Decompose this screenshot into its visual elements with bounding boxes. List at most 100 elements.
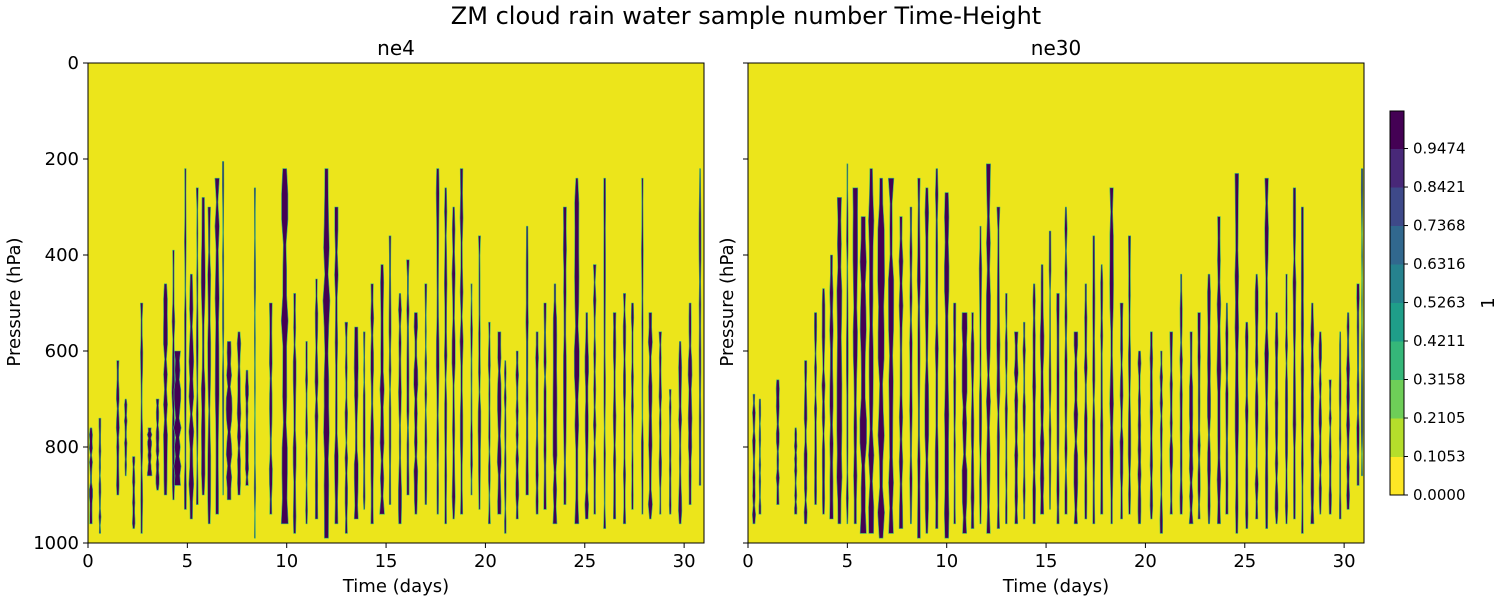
y-axis-label: Pressure (hPa) [4,237,25,366]
convective-event [813,312,818,505]
convective-event [775,379,780,505]
heatmap-events [89,161,702,539]
convective-event [183,168,187,510]
convective-event [859,216,868,534]
convective-event [1346,312,1351,510]
convective-event [1022,321,1026,520]
x-tick-label: 10 [275,551,298,572]
convective-event [245,369,249,486]
convective-event [1234,173,1240,534]
convective-event [1360,168,1364,477]
convective-event [829,254,834,520]
convective-event [985,163,991,534]
heatmap-background [748,63,1364,543]
convective-event [552,283,558,525]
convective-event [758,398,762,515]
convective-event [1284,273,1289,525]
colorbar-band [1390,264,1404,303]
colorbar-tick-label: 0.4211 [1413,332,1466,350]
convective-event [173,350,182,486]
convective-event [1254,273,1259,520]
convective-event [470,283,473,496]
convective-event [1197,312,1201,520]
colorbar-tick-label: 0.1053 [1413,447,1466,465]
colorbar-band [1390,225,1404,265]
convective-event [961,312,968,534]
convective-event [163,283,168,496]
convective-event [852,187,859,525]
convective-event [280,168,289,525]
convective-event [793,427,798,515]
convective-event [140,302,144,534]
convective-event [132,456,136,529]
convective-event [1083,283,1088,520]
convective-event [1264,177,1269,529]
convective-event [424,283,428,505]
colorbar: 0.0000 0.1053 0.2105 0.3158 0.4211 0.5263 0.63… [1389,110,1499,504]
convective-event [658,331,663,515]
convective-event [603,177,607,529]
convective-event [503,360,507,534]
convective-event [477,235,482,510]
x-axis-label: Time (days) [342,576,449,597]
convective-event [413,312,419,515]
convective-event [909,206,913,525]
convective-event [362,331,366,510]
colorbar-tick-label: 0.8421 [1413,178,1466,196]
x-tick-label: 10 [935,551,958,572]
convective-event [543,302,547,510]
convective-event [678,341,683,525]
x-tick-label: 25 [1233,551,1256,572]
x-tick-label: 5 [182,551,193,572]
colorbar-label: 1 [1478,297,1499,308]
convective-event [195,187,199,505]
convective-event [236,331,242,496]
convective-event [314,278,319,520]
convective-event [1292,187,1297,520]
panel-title: ne30 [1031,36,1081,60]
x-tick-label: 25 [573,551,596,572]
convective-event [353,326,359,520]
convective-event [388,235,392,505]
x-tick-label: 0 [82,551,93,572]
convective-event [1032,283,1037,525]
convective-event [155,398,160,491]
figure-suptitle: ZM cloud rain water sample number Time-H… [451,2,1041,30]
convective-event [1013,331,1019,525]
x-tick-label: 30 [1333,551,1356,572]
x-tick-label: 15 [375,551,398,572]
colorbar-ticks: 0.0000 0.1053 0.2105 0.3158 0.4211 0.5263 0.63… [1404,140,1466,504]
convective-event [916,177,921,539]
convective-event [124,398,128,477]
heatmap-events [751,163,1364,539]
convective-event [214,177,220,515]
convective-event [334,206,339,525]
colorbar-tick-label: 0.5263 [1413,294,1466,312]
convective-event [397,293,403,525]
convective-event [943,192,950,539]
convective-event [845,163,849,525]
colorbar-band [1390,418,1404,457]
convective-event [1073,331,1079,525]
convective-event [898,216,904,529]
convective-event [1244,321,1249,529]
convective-event [406,259,410,496]
convective-event [1048,230,1052,510]
x-axis-ticks: 0 5 10 15 20 25 30 [742,543,1356,572]
colorbar-tick-label: 0.3158 [1413,371,1466,389]
convective-event [305,341,309,525]
convective-event [687,302,693,505]
convective-event [622,293,627,525]
colorbar-tick-label: 0.7368 [1413,217,1466,235]
convective-event [225,341,233,501]
colorbar-band [1390,456,1404,496]
convective-event [584,312,590,520]
convective-event [525,225,529,496]
x-axis-ticks: 0 5 10 15 20 25 30 [82,543,696,572]
y-axis-ticks: 0 200 400 600 800 1000 [33,53,88,554]
convective-event [1149,331,1154,520]
convective-event [171,249,176,501]
convective-event [1039,264,1045,515]
axes-frame [87,62,705,544]
